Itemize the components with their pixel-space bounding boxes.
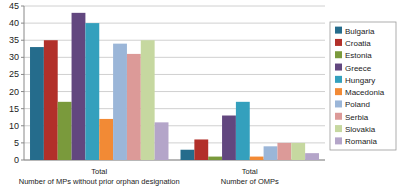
x-tick-label: TotalNumber of MPs without prior orphan … [19, 167, 180, 186]
y-tick-label: 45 [9, 1, 19, 11]
label-line: Total [242, 167, 258, 176]
bar [236, 102, 250, 160]
legend-label: Macedonia [345, 88, 385, 97]
y-tick-label: 25 [9, 69, 19, 79]
legend-swatch [335, 51, 342, 58]
grid-line [24, 57, 325, 58]
bar [44, 40, 58, 160]
legend-label: Estonia [345, 51, 372, 60]
bar [30, 47, 44, 160]
bar [250, 157, 264, 160]
bars [30, 13, 319, 160]
bar [155, 122, 169, 160]
legend-label: Greece [345, 64, 372, 73]
bar [85, 23, 99, 160]
y-tick-label: 10 [9, 121, 19, 131]
chart: 051015202530354045TotalNumber of MPs wit… [0, 0, 400, 192]
bar [99, 119, 113, 160]
y-tick-label: 15 [9, 104, 19, 114]
legend: Bulgaria Croatia Estonia Greece Hungary Maced… [330, 22, 396, 150]
legend-label: Slovakia [345, 125, 376, 134]
y-tick-label: 0 [14, 155, 19, 165]
bar [291, 143, 305, 160]
bar [222, 116, 236, 160]
bar [181, 150, 195, 160]
grid-line [24, 74, 325, 75]
y-tick-label: 30 [9, 52, 19, 62]
label-line: Number of OMPs [221, 177, 279, 186]
grid-line [24, 6, 325, 7]
legend-swatch [335, 76, 342, 83]
x-tick-label: TotalNumber of OMPs [221, 167, 279, 186]
label-line: Total [91, 167, 107, 176]
legend-label: Romania [345, 137, 378, 146]
y-axis [24, 6, 25, 160]
legend-swatch [335, 137, 342, 144]
y-tick-label: 35 [9, 35, 19, 45]
legend-label: Poland [345, 100, 370, 109]
legend-label: Serbia [345, 113, 369, 122]
bar [264, 146, 278, 160]
y-tick-label: 40 [9, 18, 19, 28]
legend-box [330, 22, 396, 150]
label-line: Number of MPs without prior orphan desig… [19, 177, 180, 186]
legend-swatch [335, 64, 342, 71]
bar [277, 143, 291, 160]
grid-line [24, 23, 325, 24]
grid-line [24, 91, 325, 92]
bar [208, 157, 222, 160]
bar [113, 44, 127, 160]
legend-label: Hungary [345, 76, 375, 85]
legend-swatch [335, 100, 342, 107]
bar [72, 13, 86, 160]
y-tick-label: 20 [9, 87, 19, 97]
bar [141, 40, 155, 160]
legend-swatch [335, 27, 342, 34]
legend-swatch [335, 125, 342, 132]
grid-line [24, 40, 325, 41]
legend-label: Bulgaria [345, 27, 375, 36]
legend-swatch [335, 88, 342, 95]
legend-swatch [335, 39, 342, 46]
bar [305, 153, 319, 160]
bar [58, 102, 72, 160]
y-tick-label: 5 [14, 138, 19, 148]
legend-label: Croatia [345, 39, 371, 48]
legend-swatch [335, 113, 342, 120]
bar [194, 139, 208, 160]
bar [127, 54, 141, 160]
